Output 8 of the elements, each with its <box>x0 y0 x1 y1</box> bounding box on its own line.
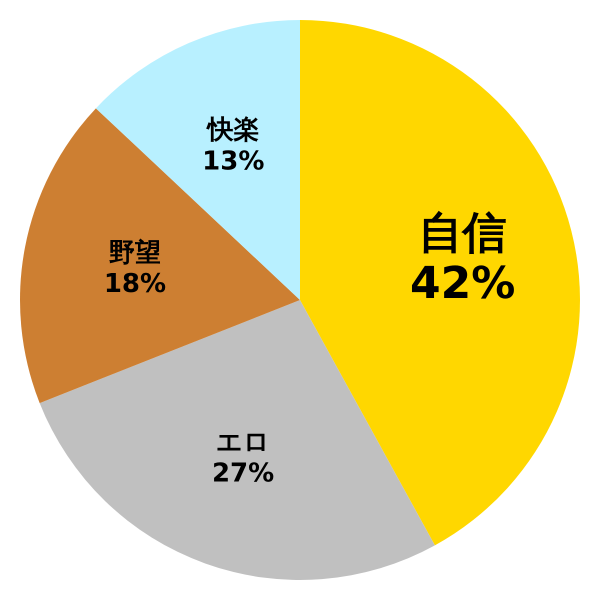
slice-label: エロ <box>216 427 270 458</box>
data-label: 13% <box>202 146 264 176</box>
data-label: 42% <box>410 258 516 310</box>
data-label: 18% <box>104 269 166 300</box>
data-label: 27% <box>212 458 274 489</box>
slice-label: 快楽 <box>205 115 260 146</box>
slice-label: 自信 <box>418 207 507 258</box>
slice-label: 野望 <box>108 238 161 268</box>
